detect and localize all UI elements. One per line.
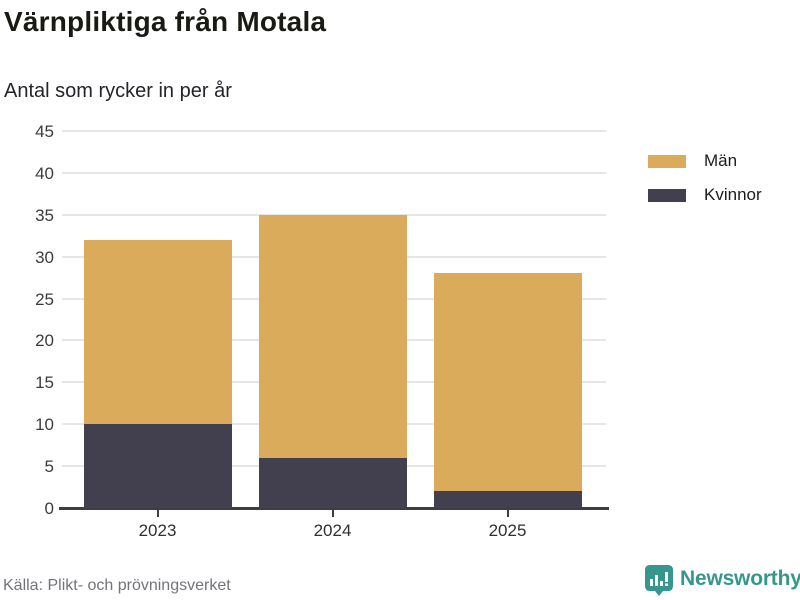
x-tick-2025 [506,510,509,517]
gridline-45 [62,130,606,132]
bar-segment-2025-män [433,273,582,492]
legend-swatch-män [648,154,686,168]
chart-subtitle: Antal som rycker in per år [4,80,232,102]
y-tick-label-0: 0 [44,499,54,518]
y-tick-label-40: 40 [35,163,54,183]
x-tick-2023 [156,510,159,517]
legend-item-män: Män [648,151,762,171]
y-tick-label-35: 35 [35,205,54,225]
plot-area [59,130,609,510]
source-attribution: Källa: Plikt- och prövningsverket [3,577,231,594]
x-tick-2024 [331,510,334,517]
bar-segment-2024-kvinnor [258,457,407,508]
gridline-40 [62,171,606,174]
y-axis: 0 5 10 15 20 25 30 35 40 45 [0,122,54,518]
bar-segment-2023-män [83,239,232,425]
y-tick-label-30: 30 [35,247,54,267]
x-tick-label-2024: 2024 [313,521,352,540]
legend-swatch-kvinnor [648,188,686,202]
chart-title: Värnpliktiga från Motala [4,6,327,37]
x-tick-label-2023: 2023 [138,521,177,540]
x-axis: 2023 2024 2025 [62,508,606,553]
brand-logo: Newsworthy [645,565,800,596]
y-tick-label-10: 10 [35,415,54,435]
y-tick-label-20: 20 [35,331,54,351]
y-tick-label-15: 15 [35,373,54,393]
legend: Män Kvinnor [648,151,762,219]
y-tick-label-25: 25 [35,289,54,309]
bar-segment-2023-kvinnor [83,424,232,508]
legend-label-män: Män [704,151,738,170]
bar-segment-2025-kvinnor [433,491,582,508]
bar-segment-2024-män [258,214,407,458]
legend-label-kvinnor: Kvinnor [704,185,762,204]
brand-name: Newsworthy [680,567,800,590]
legend-item-kvinnor: Kvinnor [648,185,762,205]
x-tick-label-2025: 2025 [488,521,527,540]
y-tick-label-45: 45 [35,122,54,141]
stacked-bar-chart: 0 5 10 15 20 25 30 35 40 45 2023 2024 2025 Män Kvinn… [0,122,762,553]
y-tick-label-5: 5 [44,457,54,477]
newsworthy-bubble-chart-icon [645,565,673,596]
x-axis-line [59,507,609,510]
